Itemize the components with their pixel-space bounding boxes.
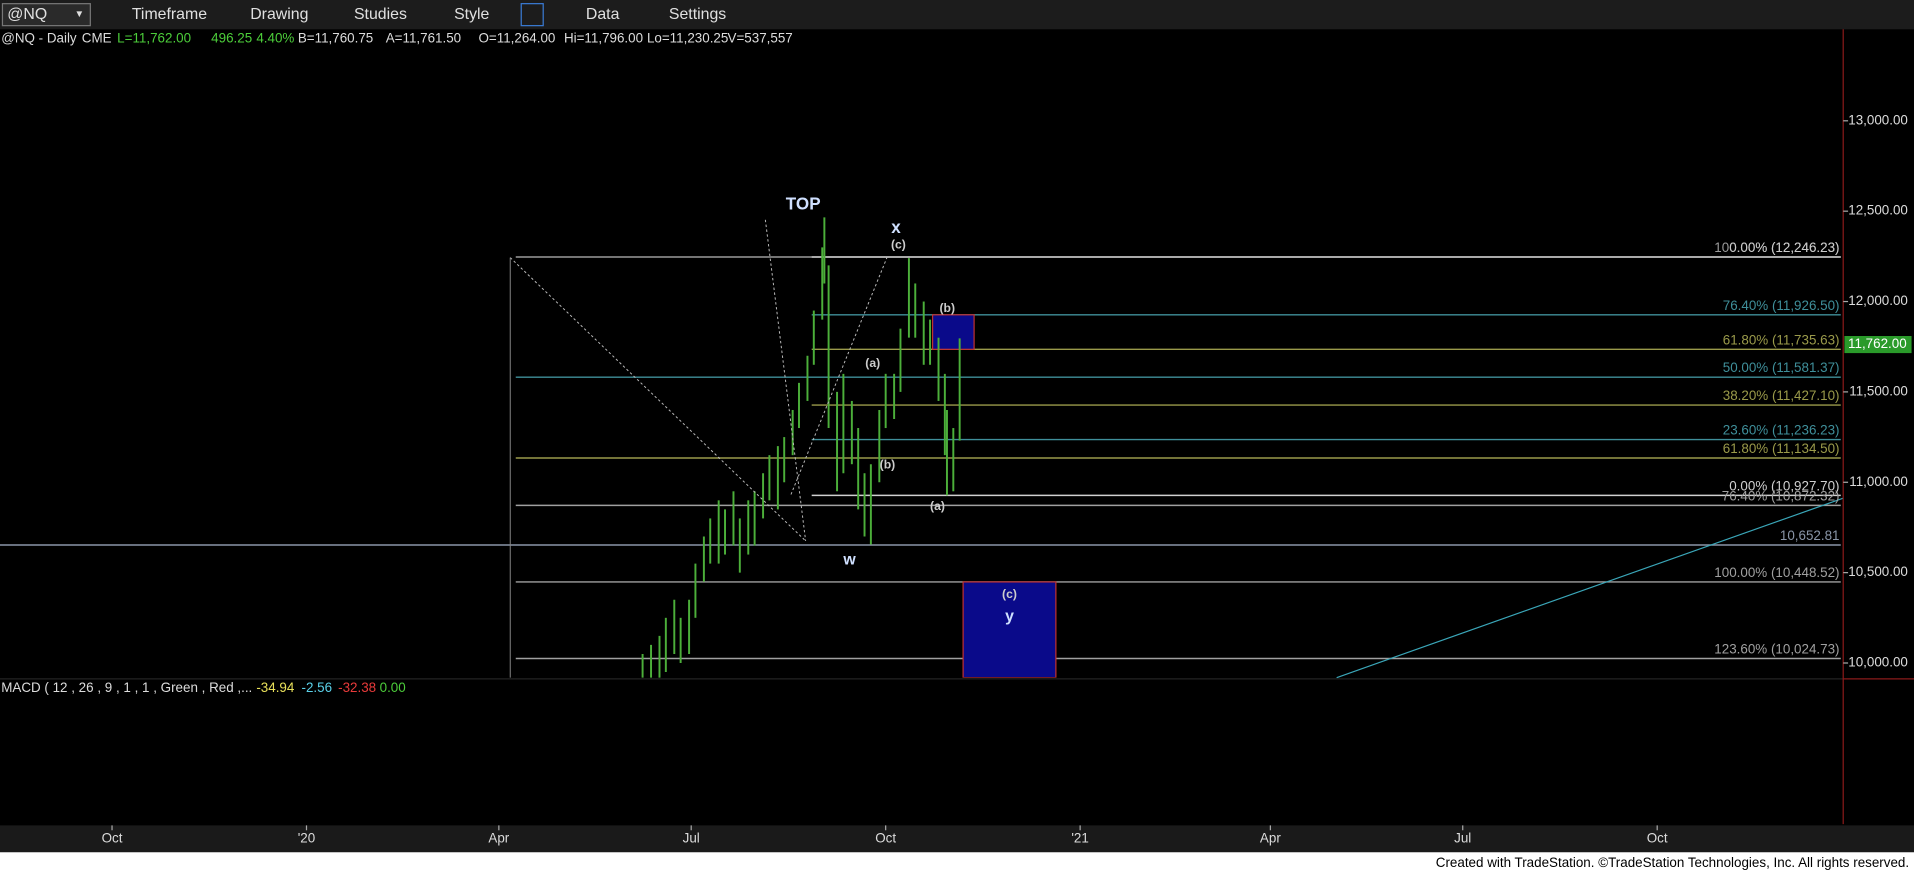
fib-label: 76.40% (11,926.50) [1723,298,1840,313]
y-tick-label: 11,000.00 [1849,474,1908,489]
x-tick-label: Oct [875,830,896,845]
toolbar: @NQ ▼ Timeframe Drawing Studies Style Da… [0,0,1914,30]
drawing-menu[interactable]: Drawing [250,6,308,23]
trendline [1336,497,1844,679]
fib-label: 50.00% (11,581.37) [1723,360,1840,375]
info-ask: A=11,761.50 [386,31,461,46]
y-tick-label: 10,500.00 [1848,564,1908,579]
macd-zero: 0.00 [380,680,406,695]
info-change: 496.25 [211,31,252,46]
x-tick-label: '21 [1071,830,1088,845]
info-exchange: CME [82,31,112,46]
wave-label: (b) [880,457,896,471]
last-price-box [1844,336,1912,354]
y-tick-label: 12,500.00 [1848,203,1908,218]
x-tick-label: Jul [683,830,700,845]
footer: Created with TradeStation. ©TradeStation… [1436,855,1909,870]
fib-label: 61.80% (11,735.63) [1723,332,1840,347]
wave-label: (b) [939,301,955,315]
dropdown-arrow: ▼ [74,9,84,20]
fib-label: 23.60% (11,236.23) [1723,423,1840,438]
fib-label: 0.00% (10,927.70) [1729,478,1839,493]
info-bid: B=11,760.75 [298,31,373,46]
trendlines [509,219,888,542]
info-low: Lo=11,230.25 [647,31,728,46]
x-tick-label: Jul [1454,830,1471,845]
info-high: Hi=11,796.00 [564,31,643,46]
info-change-pct: 4.40% [256,31,294,46]
macd-signal: -2.56 [302,680,333,695]
info-line: @NQ - Daily CME L=11,762.00 496.25 4.40%… [1,31,793,46]
footer-bg [0,852,1914,873]
fib-label: 76.40% (10,872.32) [1722,488,1840,503]
fib-label: 38.20% (11,427.10) [1723,388,1840,403]
fib-label: 10,652.81 [1780,528,1840,543]
fib-label: 0.00% (12,246.23) [1729,240,1839,255]
macd-value: -34.94 [256,680,295,695]
info-symbol: @NQ - Daily [1,31,77,46]
settings-menu[interactable]: Settings [669,6,726,23]
fib-label: 61.80% (11,134.50) [1723,441,1840,456]
last-price-label: 11,762.00 [1848,336,1907,351]
data-menu[interactable]: Data [586,6,620,23]
x-tick-label: Apr [488,830,509,845]
wave-label: (a) [930,499,945,513]
y-tick-label: 12,000.00 [1848,293,1908,308]
target-box [962,581,1057,678]
date-axis-bg [0,825,1914,853]
trendline [790,256,888,495]
y-tick-label: 13,000.00 [1848,112,1908,127]
y-tick-label: 10,000.00 [1848,655,1908,670]
timeframe-menu[interactable]: Timeframe [132,6,207,23]
trendline [764,219,807,541]
layout-button[interactable] [520,3,544,27]
x-tick-label: Oct [1647,830,1668,845]
info-volume: V=537,557 [728,31,793,46]
target-box [931,314,975,350]
macd-diff: -32.38 [338,680,376,695]
wave-label: (c) [1002,587,1017,601]
wave-label: TOP [786,195,821,214]
x-tick-label: Apr [1260,830,1281,845]
info-open: O=11,264.00 [479,31,556,46]
macd-panel: MACD ( 12 , 26 , 9 , 1 , 1 , Green , Red… [1,680,405,695]
symbol-input[interactable]: @NQ [7,6,47,23]
fib-label: 100.00% (12,246.23) [1714,240,1839,255]
wave-label: w [842,552,856,569]
fib-label: 123.60% (10,024.73) [1714,642,1839,657]
macd-label: MACD ( 12 , 26 , 9 , 1 , 1 , Green , Red… [1,680,252,695]
x-tick-label: '20 [298,830,315,845]
price-panel [0,217,1841,678]
info-last: L=11,762.00 [117,31,191,46]
symbol-box[interactable] [1,3,91,27]
y-tick-label: 11,500.00 [1849,383,1908,398]
wave-label: y [1005,608,1014,625]
toolbar-bg [0,0,1914,30]
wave-label: (c) [891,238,906,252]
wave-label: x [891,218,901,237]
wave-label: (a) [865,356,880,370]
style-menu[interactable]: Style [454,6,489,23]
studies-menu[interactable]: Studies [354,6,407,23]
fib-label: 100.00% (10,448.52) [1714,565,1839,580]
x-tick-label: Oct [102,830,123,845]
